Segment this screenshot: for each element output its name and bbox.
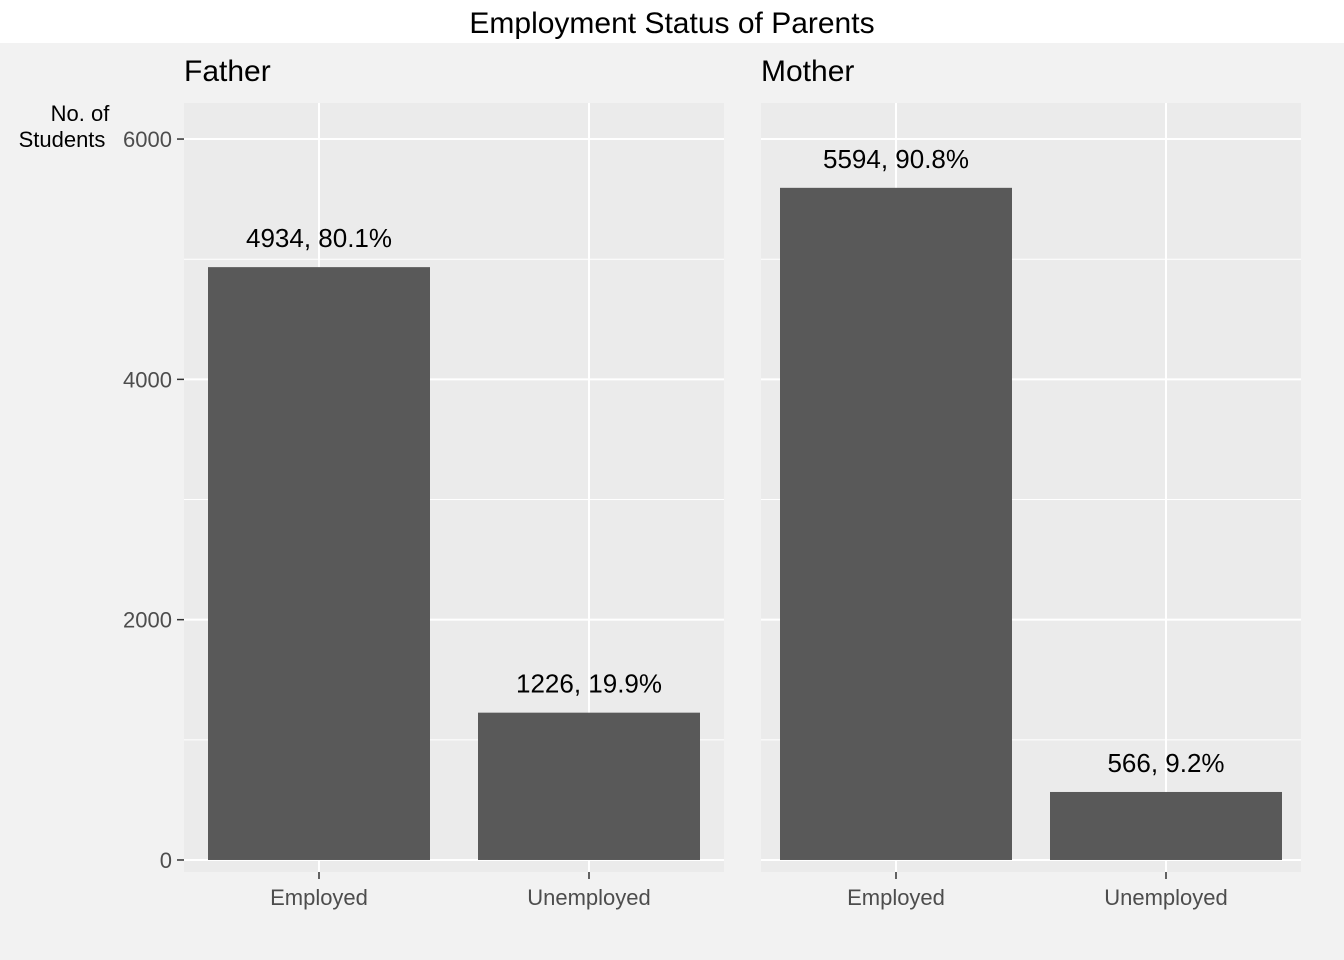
- chart-title: Employment Status of Parents: [469, 7, 874, 40]
- y-tick-label: 4000: [123, 367, 172, 392]
- y-axis-title-line-2: Students: [19, 127, 106, 152]
- data-label: 4934, 80.1%: [246, 223, 392, 253]
- y-tick-label: 0: [160, 848, 172, 873]
- facet-panel-father: Father Employed Unemployed 4934, 80.1% 1226,…: [184, 55, 724, 910]
- title-band: [0, 0, 1344, 43]
- facet-title: Mother: [761, 55, 854, 88]
- data-label: 5594, 90.8%: [823, 144, 969, 174]
- data-label: 1226, 19.9%: [516, 669, 662, 699]
- facet-panels: Father Employed Unemployed 4934, 80.1% 1226,…: [184, 55, 1301, 910]
- x-tick-label: Employed: [270, 885, 368, 910]
- bar-mother-employed: [780, 187, 1012, 860]
- facet-title: Father: [184, 55, 271, 88]
- y-axis: 0 2000 4000 6000: [123, 127, 184, 873]
- y-axis-title-line-1: No. of: [51, 101, 111, 126]
- bar-mother-unemployed: [1050, 791, 1282, 860]
- data-label: 566, 9.2%: [1107, 748, 1224, 778]
- x-tick-label: Unemployed: [527, 885, 651, 910]
- facet-panel-mother: Mother Employed Unemployed 5594, 90.8% 566, …: [761, 55, 1301, 910]
- bar-father-employed: [208, 267, 430, 860]
- bar-father-unemployed: [478, 712, 700, 860]
- x-tick-label: Employed: [847, 885, 945, 910]
- x-tick-label: Unemployed: [1104, 885, 1228, 910]
- y-tick-label: 2000: [123, 608, 172, 633]
- y-tick-label: 6000: [123, 127, 172, 152]
